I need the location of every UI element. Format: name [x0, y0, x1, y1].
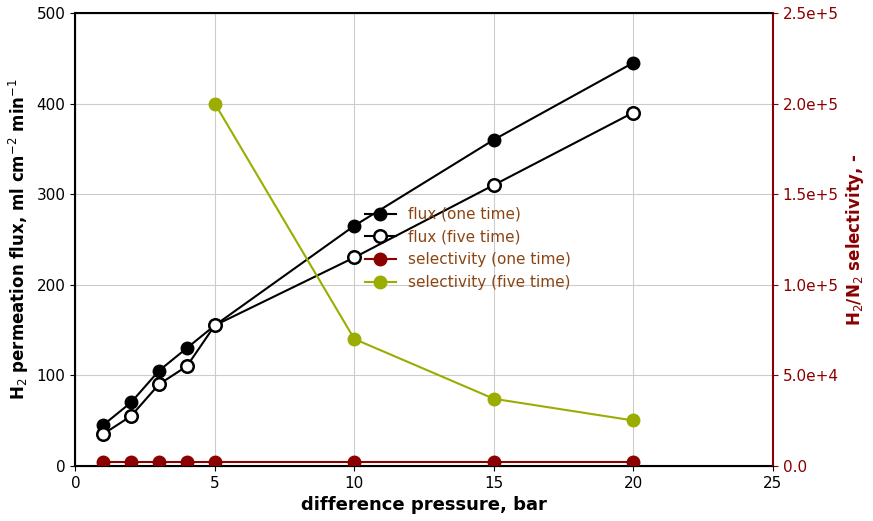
flux (five time)	[182, 363, 192, 369]
flux (five time)	[154, 381, 164, 388]
flux (one time)	[628, 59, 638, 66]
selectivity (one time)	[154, 459, 164, 465]
flux (five time)	[210, 322, 220, 329]
flux (one time)	[349, 222, 360, 229]
Y-axis label: H$_2$ permeation flux, ml cm$^{-2}$ min$^{-1}$: H$_2$ permeation flux, ml cm$^{-2}$ min$…	[7, 78, 31, 400]
flux (one time)	[210, 322, 220, 329]
Line: selectivity (one time): selectivity (one time)	[97, 456, 640, 468]
Line: flux (one time): flux (one time)	[97, 56, 640, 431]
flux (one time)	[98, 422, 108, 428]
X-axis label: difference pressure, bar: difference pressure, bar	[301, 496, 547, 514]
flux (five time)	[628, 109, 638, 116]
flux (one time)	[126, 399, 136, 405]
flux (five time)	[126, 413, 136, 419]
selectivity (one time)	[349, 459, 360, 465]
flux (one time)	[182, 345, 192, 351]
flux (one time)	[489, 137, 499, 143]
selectivity (five time)	[210, 101, 220, 107]
selectivity (one time)	[126, 459, 136, 465]
flux (one time)	[154, 367, 164, 374]
selectivity (five time)	[349, 336, 360, 342]
flux (five time)	[349, 254, 360, 260]
Line: flux (five time): flux (five time)	[97, 106, 640, 440]
flux (five time)	[98, 431, 108, 437]
Line: selectivity (five time): selectivity (five time)	[209, 97, 640, 427]
selectivity (five time)	[628, 417, 638, 424]
selectivity (one time)	[210, 459, 220, 465]
flux (five time)	[489, 182, 499, 188]
selectivity (one time)	[489, 459, 499, 465]
selectivity (five time)	[489, 395, 499, 402]
Y-axis label: H$_2$/N$_2$ selectivity, -: H$_2$/N$_2$ selectivity, -	[844, 153, 866, 326]
selectivity (one time)	[628, 459, 638, 465]
selectivity (one time)	[98, 459, 108, 465]
Legend: flux (one time), flux (five time), selectivity (one time), selectivity (five tim: flux (one time), flux (five time), selec…	[359, 201, 577, 296]
selectivity (one time)	[182, 459, 192, 465]
